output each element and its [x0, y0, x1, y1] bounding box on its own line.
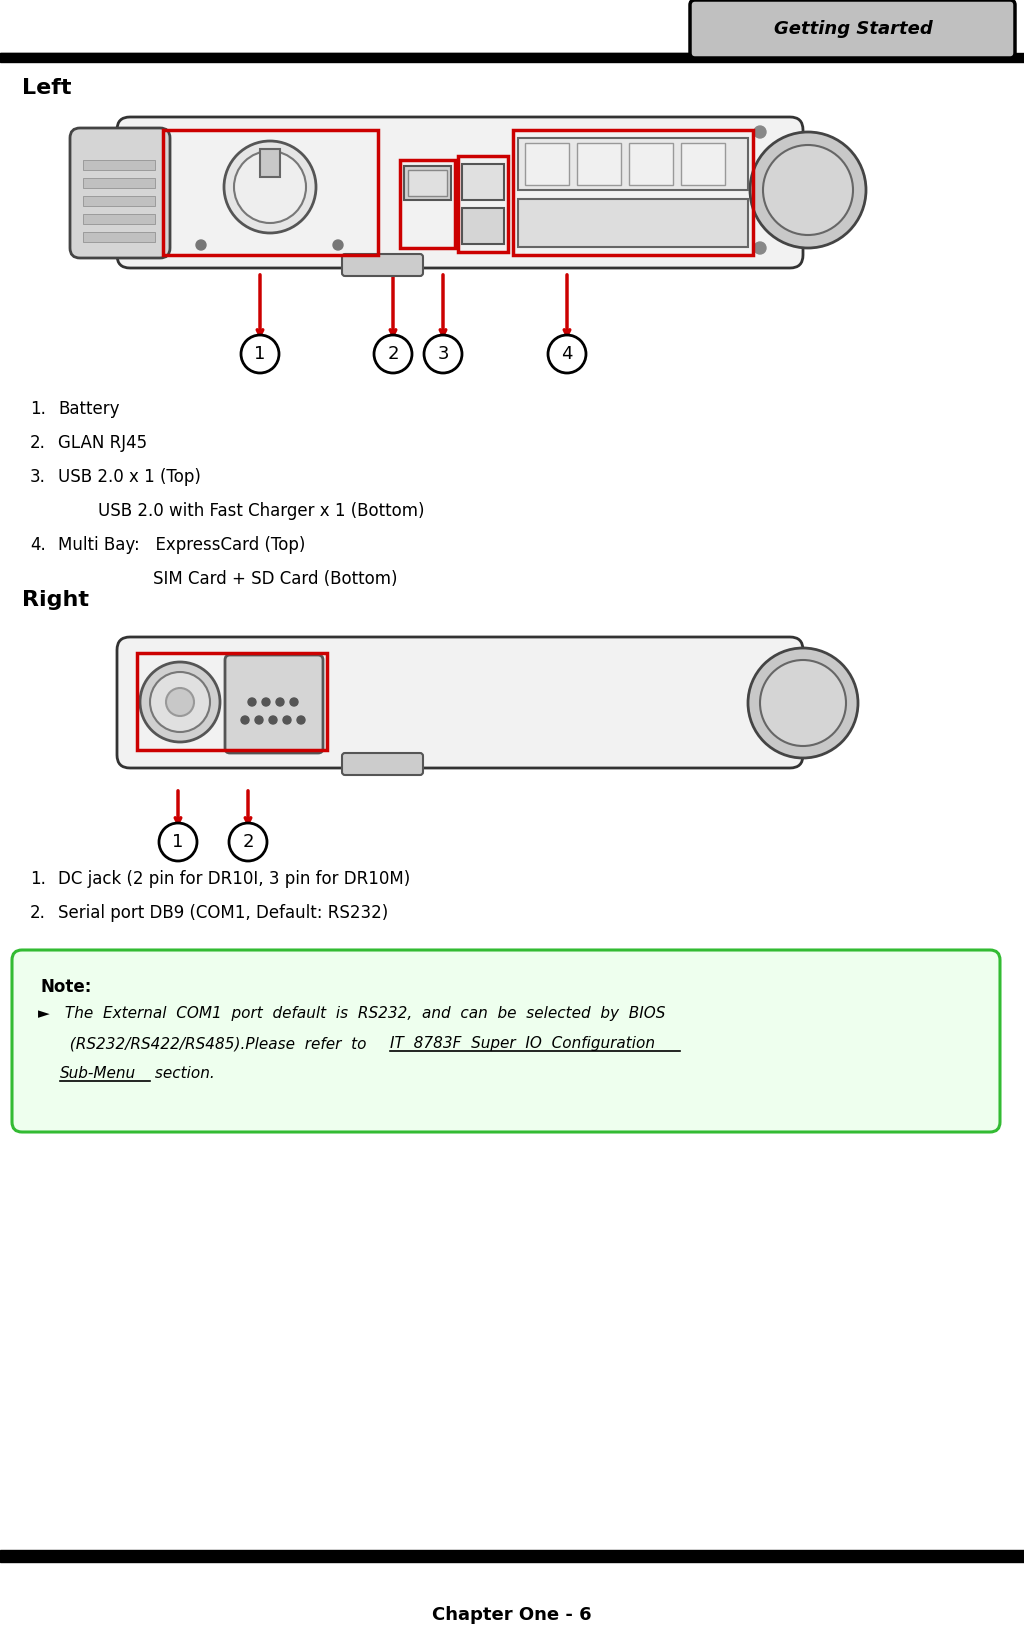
Bar	[518, 199, 748, 246]
Circle shape	[150, 672, 210, 732]
Text: ►: ►	[38, 1007, 50, 1021]
Bar	[83, 213, 155, 223]
Circle shape	[234, 151, 306, 223]
Circle shape	[159, 823, 197, 860]
FancyBboxPatch shape	[690, 0, 1015, 57]
Bar	[0, 1553, 1024, 1562]
Bar	[518, 138, 748, 190]
Text: 2: 2	[387, 345, 398, 363]
Circle shape	[241, 716, 249, 724]
Bar	[137, 654, 327, 750]
Bar	[83, 177, 155, 187]
Circle shape	[297, 716, 305, 724]
Bar	[629, 143, 673, 186]
Circle shape	[374, 335, 412, 373]
Bar	[525, 143, 569, 186]
Bar	[458, 156, 508, 251]
Circle shape	[750, 131, 866, 248]
FancyBboxPatch shape	[12, 951, 1000, 1131]
Text: USB 2.0 with Fast Charger x 1 (Bottom): USB 2.0 with Fast Charger x 1 (Bottom)	[98, 502, 425, 521]
Text: GLAN RJ45: GLAN RJ45	[58, 433, 147, 452]
Text: Sub-Menu: Sub-Menu	[60, 1066, 136, 1080]
Text: Right: Right	[22, 589, 89, 609]
Text: (RS232/RS422/RS485).Please  refer  to: (RS232/RS422/RS485).Please refer to	[60, 1036, 376, 1051]
Text: Note:: Note:	[40, 979, 91, 997]
Circle shape	[754, 241, 766, 255]
Bar	[681, 143, 725, 186]
Circle shape	[333, 240, 343, 250]
Bar	[577, 143, 621, 186]
Text: Multi Bay:   ExpressCard (Top): Multi Bay: ExpressCard (Top)	[58, 535, 305, 553]
Text: IT  8783F  Super  IO  Configuration: IT 8783F Super IO Configuration	[390, 1036, 655, 1051]
Text: 2.: 2.	[30, 433, 46, 452]
FancyBboxPatch shape	[117, 117, 803, 268]
Circle shape	[283, 716, 291, 724]
Bar	[462, 209, 504, 245]
FancyBboxPatch shape	[225, 655, 323, 754]
Text: section.: section.	[150, 1066, 215, 1080]
Bar	[408, 171, 447, 195]
FancyBboxPatch shape	[342, 255, 423, 276]
Bar	[404, 166, 451, 200]
Circle shape	[290, 698, 298, 706]
Bar	[513, 130, 753, 255]
Circle shape	[229, 823, 267, 860]
Text: 1.: 1.	[30, 401, 46, 419]
FancyBboxPatch shape	[117, 637, 803, 768]
Text: 2.: 2.	[30, 905, 46, 923]
Text: 1: 1	[254, 345, 265, 363]
Circle shape	[224, 141, 316, 233]
Bar	[0, 1550, 1024, 1553]
Circle shape	[255, 716, 263, 724]
Text: 4.: 4.	[30, 535, 46, 553]
Circle shape	[424, 335, 462, 373]
Text: 4: 4	[561, 345, 572, 363]
Text: 1.: 1.	[30, 870, 46, 888]
Text: Battery: Battery	[58, 401, 120, 419]
Bar	[163, 130, 378, 255]
Text: Serial port DB9 (COM1, Default: RS232): Serial port DB9 (COM1, Default: RS232)	[58, 905, 388, 923]
FancyBboxPatch shape	[70, 128, 170, 258]
Text: SIM Card + SD Card (Bottom): SIM Card + SD Card (Bottom)	[153, 570, 397, 588]
Circle shape	[248, 698, 256, 706]
Bar	[260, 149, 280, 177]
Bar	[0, 53, 820, 56]
Circle shape	[196, 240, 206, 250]
Circle shape	[760, 660, 846, 745]
FancyBboxPatch shape	[342, 754, 423, 775]
Text: Getting Started: Getting Started	[773, 20, 933, 38]
Text: 1: 1	[172, 832, 183, 851]
Circle shape	[763, 144, 853, 235]
Text: Chapter One - 6: Chapter One - 6	[432, 1606, 592, 1624]
Bar	[462, 164, 504, 200]
Circle shape	[166, 688, 194, 716]
Bar	[83, 232, 155, 241]
Circle shape	[140, 662, 220, 742]
Bar	[0, 53, 1024, 62]
Text: The  External  COM1  port  default  is  RS232,  and  can  be  selected  by  BIOS: The External COM1 port default is RS232,…	[60, 1007, 666, 1021]
Circle shape	[262, 698, 270, 706]
Text: Left: Left	[22, 79, 72, 99]
Text: USB 2.0 x 1 (Top): USB 2.0 x 1 (Top)	[58, 468, 201, 486]
Circle shape	[241, 335, 279, 373]
Text: 3: 3	[437, 345, 449, 363]
Text: DC jack (2 pin for DR10I, 3 pin for DR10M): DC jack (2 pin for DR10I, 3 pin for DR10…	[58, 870, 411, 888]
Circle shape	[548, 335, 586, 373]
Bar	[400, 159, 455, 248]
Bar	[83, 159, 155, 171]
Bar	[83, 195, 155, 205]
Text: 3.: 3.	[30, 468, 46, 486]
Circle shape	[754, 126, 766, 138]
Text: 2: 2	[243, 832, 254, 851]
Circle shape	[276, 698, 284, 706]
Circle shape	[269, 716, 278, 724]
Circle shape	[748, 649, 858, 759]
